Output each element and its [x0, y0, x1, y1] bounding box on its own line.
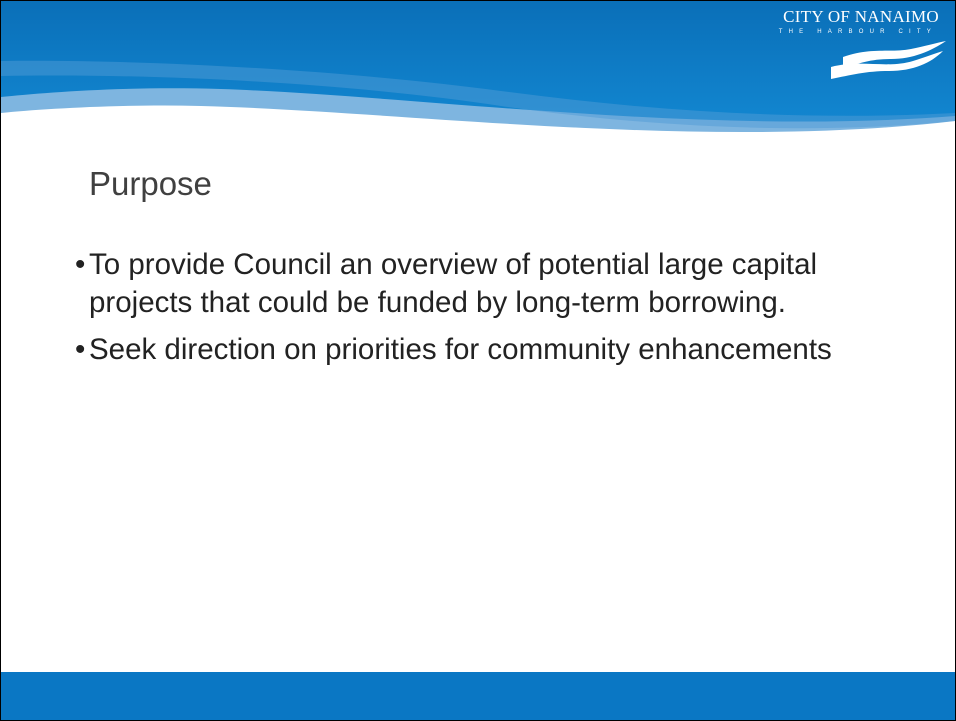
bullet-item: To provide Council an overview of potent… [75, 246, 905, 322]
slide-title: Purpose [89, 165, 212, 202]
logo-name: CITY OF NANAIMO [783, 7, 939, 26]
logo-tagline: THE HARBOUR CITY [778, 29, 937, 35]
bullet-list: To provide Council an overview of potent… [75, 246, 905, 378]
header-banner [1, 1, 955, 133]
footer-band [1, 672, 955, 720]
bullet-item: Seek direction on priorities for communi… [75, 331, 905, 369]
